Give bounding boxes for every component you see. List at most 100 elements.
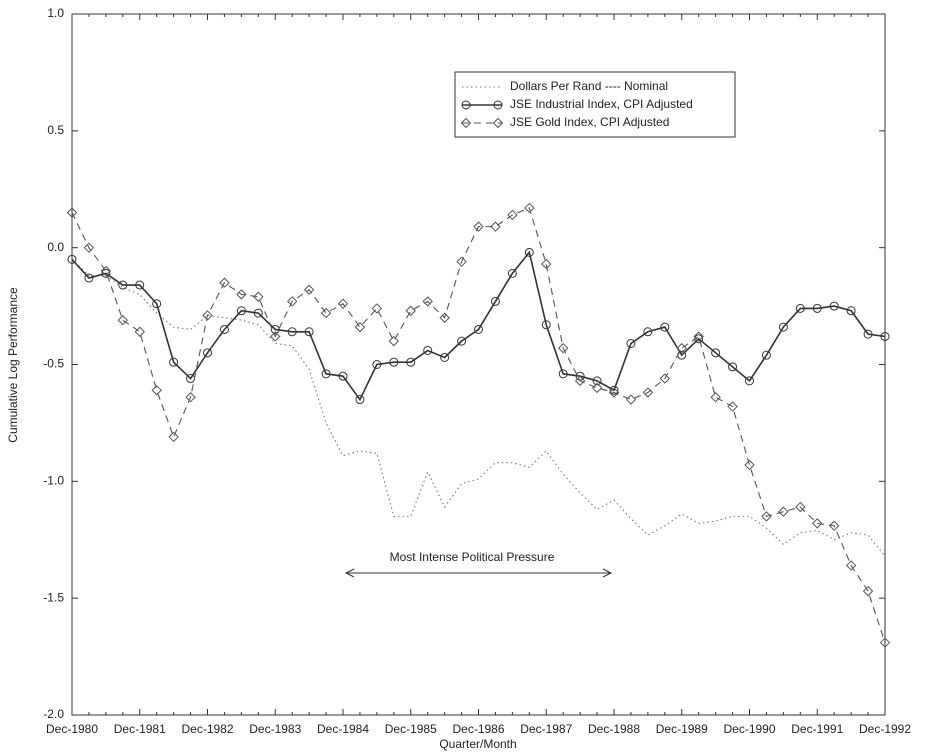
y-tick-label: -0.5 xyxy=(43,357,64,371)
marker xyxy=(557,342,569,354)
marker xyxy=(524,247,534,257)
marker xyxy=(490,296,500,306)
x-tick-label: Dec-1986 xyxy=(452,722,504,736)
marker xyxy=(660,322,670,332)
marker xyxy=(608,387,620,398)
marker xyxy=(286,296,298,307)
marker xyxy=(460,117,472,129)
marker xyxy=(219,277,230,288)
x-axis-label: Quarter/Month xyxy=(439,737,516,751)
x-tick-label: Dec-1988 xyxy=(588,722,640,736)
marker xyxy=(761,511,772,522)
marker xyxy=(354,321,366,333)
marker xyxy=(388,335,400,347)
marker xyxy=(591,382,603,394)
marker xyxy=(541,320,551,330)
marker xyxy=(863,329,873,339)
marker xyxy=(490,221,501,232)
marker xyxy=(609,385,619,395)
marker xyxy=(83,242,95,253)
marker xyxy=(828,520,840,531)
marker xyxy=(676,342,687,354)
marker xyxy=(727,401,738,412)
marker xyxy=(461,100,471,110)
marker xyxy=(710,392,721,403)
series-line xyxy=(71,250,886,402)
series-line xyxy=(71,258,886,557)
marker xyxy=(778,322,788,332)
marker xyxy=(67,254,77,264)
marker xyxy=(203,348,212,358)
marker xyxy=(507,268,517,278)
marker xyxy=(574,375,586,387)
annotation-arrow xyxy=(344,568,613,578)
x-tick-label: Dec-1985 xyxy=(385,722,437,736)
marker xyxy=(795,501,806,513)
marker xyxy=(846,306,856,316)
marker xyxy=(812,518,823,529)
marker xyxy=(372,360,382,369)
marker xyxy=(558,369,568,379)
marker xyxy=(303,284,315,295)
marker xyxy=(321,369,331,379)
legend-label: Dollars Per Rand ---- Nominal xyxy=(510,79,668,93)
marker xyxy=(440,352,450,362)
marker xyxy=(862,585,874,597)
marker xyxy=(507,209,518,221)
marker xyxy=(761,350,771,360)
marker xyxy=(456,256,467,267)
marker xyxy=(66,207,78,218)
marker xyxy=(185,392,196,403)
marker xyxy=(406,357,416,367)
marker xyxy=(659,373,671,384)
marker xyxy=(778,506,789,517)
marker xyxy=(829,301,839,311)
marker xyxy=(711,348,721,358)
marker xyxy=(236,306,246,316)
y-tick-label: -2.0 xyxy=(43,707,64,721)
marker xyxy=(270,324,280,334)
marker xyxy=(337,298,349,309)
y-tick-label: 0.5 xyxy=(47,123,64,137)
y-tick-label: -1.5 xyxy=(43,590,64,604)
marker xyxy=(135,280,145,290)
marker xyxy=(642,387,654,398)
marker xyxy=(474,324,483,334)
legend-label: JSE Industrial Index, CPI Adjusted xyxy=(510,97,693,111)
marker xyxy=(845,560,857,571)
marker xyxy=(270,331,281,342)
series-line xyxy=(71,207,886,643)
marker xyxy=(422,296,433,307)
marker xyxy=(541,258,552,270)
y-tick-label: 1.0 xyxy=(47,6,64,20)
marker xyxy=(745,376,754,386)
marker xyxy=(643,327,653,337)
marker xyxy=(693,331,704,342)
marker xyxy=(744,459,755,471)
legend-label: JSE Gold Index, CPI Adjusted xyxy=(510,115,669,129)
marker xyxy=(304,327,314,337)
marker xyxy=(423,345,433,355)
marker xyxy=(355,395,365,405)
marker xyxy=(592,376,602,386)
marker xyxy=(493,100,503,110)
marker xyxy=(795,303,805,313)
marker xyxy=(152,299,162,309)
marker xyxy=(101,268,111,278)
x-tick-label: Dec-1989 xyxy=(656,722,708,736)
x-tick-label: Dec-1991 xyxy=(791,722,843,736)
marker xyxy=(405,305,416,316)
marker xyxy=(338,371,348,381)
marker xyxy=(728,362,738,372)
x-tick-label: Dec-1982 xyxy=(181,722,233,736)
marker xyxy=(118,280,128,290)
x-tick-label: Dec-1983 xyxy=(249,722,301,736)
marker xyxy=(100,265,112,277)
marker xyxy=(524,202,535,214)
y-axis-label: Cumulative Log Performance xyxy=(6,287,20,443)
marker xyxy=(117,314,129,326)
marker xyxy=(492,117,504,129)
marker xyxy=(168,431,179,443)
marker xyxy=(473,221,484,232)
